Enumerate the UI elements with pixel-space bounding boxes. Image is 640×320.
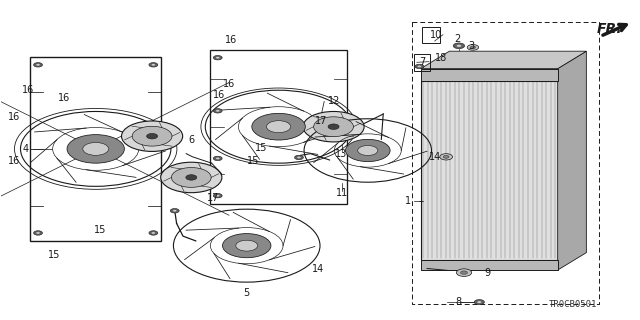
Polygon shape: [557, 51, 586, 270]
Text: 8: 8: [456, 297, 462, 307]
Bar: [422, 28, 440, 43]
Circle shape: [213, 156, 222, 161]
Text: 14: 14: [429, 152, 442, 162]
Circle shape: [236, 240, 258, 251]
Circle shape: [418, 66, 421, 67]
Circle shape: [170, 209, 179, 213]
Circle shape: [83, 142, 109, 155]
Circle shape: [346, 140, 390, 162]
Circle shape: [216, 57, 220, 59]
Text: 17: 17: [207, 193, 219, 203]
Circle shape: [173, 210, 177, 212]
Text: 6: 6: [188, 135, 195, 145]
Text: 10: 10: [430, 30, 442, 40]
Circle shape: [223, 234, 271, 258]
Text: 15: 15: [255, 143, 268, 153]
Bar: [414, 54, 430, 71]
Circle shape: [33, 63, 42, 67]
Text: 12: 12: [328, 96, 340, 106]
Circle shape: [132, 126, 172, 146]
Circle shape: [456, 45, 461, 47]
Circle shape: [216, 157, 220, 159]
Text: 3: 3: [468, 41, 475, 51]
Circle shape: [172, 168, 211, 187]
Text: 16: 16: [223, 79, 236, 89]
Circle shape: [149, 63, 158, 67]
Bar: [210, 50, 347, 204]
Circle shape: [33, 231, 42, 235]
Text: 16: 16: [8, 156, 20, 166]
Circle shape: [474, 300, 484, 305]
Circle shape: [328, 124, 339, 129]
Circle shape: [477, 301, 481, 303]
Circle shape: [314, 117, 353, 137]
Circle shape: [266, 121, 291, 133]
Text: 16: 16: [58, 93, 70, 103]
Text: 15: 15: [94, 225, 106, 236]
Circle shape: [161, 162, 222, 193]
Text: 16: 16: [213, 90, 225, 100]
Text: 14: 14: [312, 264, 324, 275]
Circle shape: [294, 155, 303, 160]
Circle shape: [213, 55, 222, 60]
Circle shape: [453, 43, 465, 49]
Circle shape: [67, 135, 124, 163]
Text: 9: 9: [484, 268, 490, 278]
Text: FR.: FR.: [597, 22, 623, 36]
Text: 15: 15: [47, 250, 60, 260]
Bar: [30, 57, 161, 241]
Text: 7: 7: [419, 57, 426, 67]
Circle shape: [216, 195, 220, 196]
Text: 18: 18: [435, 53, 447, 63]
Circle shape: [152, 232, 155, 234]
Text: 13: 13: [335, 149, 347, 159]
Circle shape: [213, 108, 222, 113]
Circle shape: [216, 110, 220, 112]
Text: 16: 16: [22, 85, 35, 95]
Circle shape: [358, 146, 378, 156]
Circle shape: [456, 269, 472, 276]
Circle shape: [470, 46, 476, 49]
Circle shape: [149, 231, 158, 235]
Circle shape: [152, 64, 155, 66]
Text: 16: 16: [225, 35, 237, 45]
Circle shape: [36, 64, 40, 66]
Circle shape: [213, 194, 222, 198]
Circle shape: [467, 44, 479, 50]
Circle shape: [36, 232, 40, 234]
Bar: [420, 81, 557, 260]
Text: 1: 1: [405, 196, 411, 206]
Circle shape: [297, 156, 301, 158]
Text: 16: 16: [8, 112, 20, 122]
Text: 2: 2: [454, 35, 460, 44]
Text: 5: 5: [244, 288, 250, 298]
Circle shape: [147, 133, 157, 139]
Circle shape: [252, 113, 305, 140]
Polygon shape: [420, 51, 586, 69]
Circle shape: [122, 121, 182, 151]
Circle shape: [303, 111, 364, 142]
Bar: [420, 69, 557, 81]
Circle shape: [444, 156, 449, 158]
Text: 4: 4: [22, 144, 29, 154]
Circle shape: [415, 64, 424, 69]
Text: 11: 11: [336, 188, 348, 198]
Bar: [420, 260, 557, 270]
Circle shape: [440, 154, 452, 160]
Text: 15: 15: [247, 156, 259, 166]
Text: TR0CB0501: TR0CB0501: [549, 300, 597, 309]
Text: 17: 17: [315, 116, 328, 126]
Circle shape: [461, 271, 467, 274]
Circle shape: [186, 175, 196, 180]
